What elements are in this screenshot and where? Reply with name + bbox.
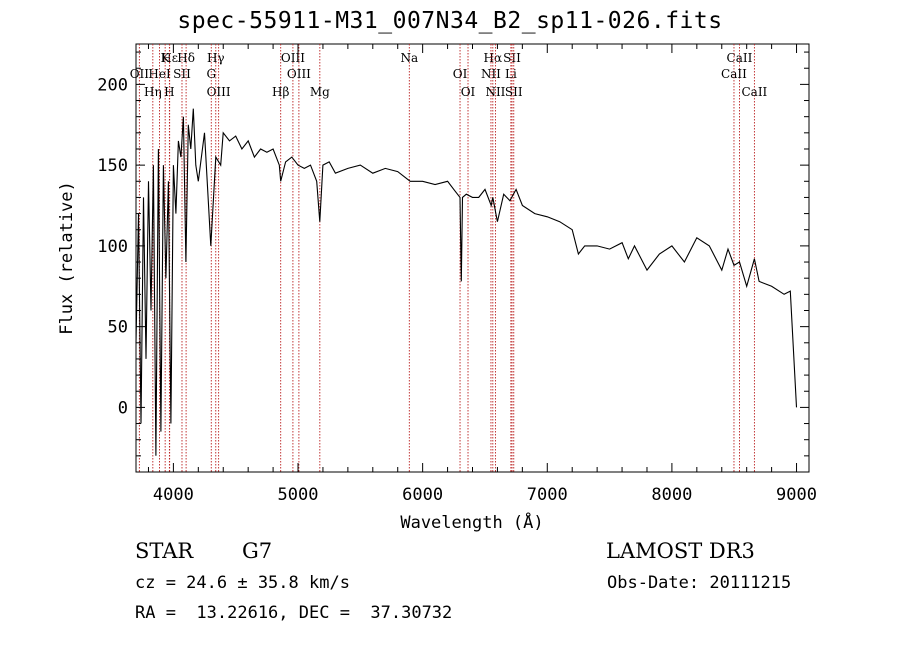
line-label-12: OIII: [281, 51, 305, 65]
object-subclass: G7: [242, 539, 273, 563]
spectral-line-markers: HεOIIHηKHeIHHδSIIOIIIHγGHβOIIIOIIIMgNaOI…: [130, 44, 768, 472]
y-tick-label-100: 100: [97, 237, 128, 257]
axes: 4000 5000 6000 7000 8000 9000 0 50 100 150 200: [97, 44, 817, 505]
line-label-23: SII: [505, 85, 523, 99]
line-label-26: CaII: [741, 85, 767, 99]
line-label-11: Hβ: [272, 85, 289, 99]
line-label-6: Hδ: [177, 51, 195, 65]
line-label-25: CaII: [721, 67, 747, 81]
survey-name: LAMOST DR3: [606, 539, 755, 563]
line-label-7: SII: [173, 67, 191, 81]
x-axis-label: Wavelength (Å): [400, 511, 543, 533]
line-label-16: OI: [453, 67, 468, 81]
x-tick-label-7000: 7000: [527, 485, 568, 505]
y-tick-label-150: 150: [97, 156, 128, 176]
x-tick-label-4000: 4000: [153, 485, 194, 505]
line-label-20: NII: [485, 85, 505, 99]
line-label-4: HeI: [148, 67, 171, 81]
series-line-flux: [135, 108, 798, 456]
line-label-1: OII: [130, 67, 150, 81]
line-label-5: H: [164, 85, 174, 99]
object-class: STAR: [135, 539, 194, 563]
y-tick-label-50: 50: [108, 318, 128, 338]
flux-series: [135, 108, 798, 456]
x-tick-label-5000: 5000: [278, 485, 319, 505]
line-label-14: Mg: [310, 85, 330, 99]
line-label-21: SII: [503, 51, 521, 65]
y-tick-label-0: 0: [118, 398, 128, 418]
plot-frame: [135, 43, 810, 473]
observation-date: Obs-Date: 20111215: [607, 573, 792, 593]
y-tick-label-200: 200: [97, 75, 128, 95]
chart-title: spec-55911-M31_007N34_B2_sp11-026.fits: [177, 8, 723, 34]
line-label-8: OIII: [207, 85, 231, 99]
line-label-9: Hγ: [207, 51, 225, 65]
line-label-10: G: [206, 67, 216, 81]
y-axis-label: Flux (relative): [57, 181, 77, 335]
line-label-24: CaII: [727, 51, 753, 65]
redshift-cz: cz = 24.6 ± 35.8 km/s: [135, 573, 350, 593]
x-tick-label-6000: 6000: [402, 485, 443, 505]
line-label-22: Li: [505, 67, 517, 81]
line-label-17: OI: [461, 85, 476, 99]
coordinates: RA = 13.22616, DEC = 37.30732: [135, 603, 453, 623]
line-label-19: NII: [481, 67, 501, 81]
line-label-2: Hη: [144, 85, 162, 99]
x-tick-label-8000: 8000: [651, 485, 692, 505]
line-label-3: K: [161, 51, 171, 65]
x-tick-label-9000: 9000: [776, 485, 817, 505]
line-label-18: Hα: [484, 51, 503, 65]
line-label-13: OIII: [287, 67, 311, 81]
line-label-15: Na: [400, 51, 418, 65]
